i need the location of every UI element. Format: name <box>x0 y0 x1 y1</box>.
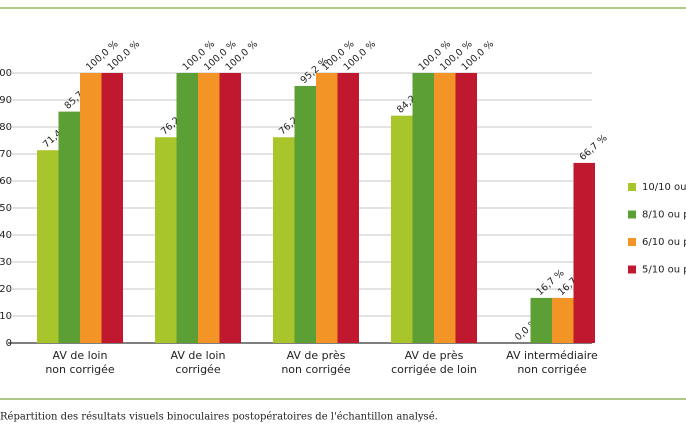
bar <box>101 73 123 343</box>
y-tick-label: 100 <box>0 68 12 79</box>
bar <box>80 73 102 343</box>
x-tick-label: AV de loin non corrigée <box>45 349 115 376</box>
bar <box>273 137 295 343</box>
x-tick-label-line: AV de loin <box>171 349 226 362</box>
x-tick-label-line: AV de près <box>287 349 346 362</box>
y-tick-label: 70 <box>0 149 12 160</box>
x-tick-label-line: non corrigée <box>45 363 115 376</box>
bar <box>434 73 456 343</box>
y-tick-label: 30 <box>0 257 12 268</box>
legend-label: 10/10 ou plus <box>642 182 686 193</box>
y-tick-label: 60 <box>0 176 12 187</box>
x-tick-label-line: AV intermédiaire <box>506 349 598 362</box>
bar <box>219 73 241 343</box>
x-tick-label-line: AV de près <box>405 349 464 362</box>
bar <box>294 85 316 344</box>
value-label: 66,7 % <box>578 133 610 163</box>
legend-swatch <box>628 238 636 246</box>
y-tick-label: 40 <box>0 230 12 241</box>
bar <box>552 297 574 343</box>
x-tick-label: AV intermédiaire non corrigée <box>506 349 598 376</box>
y-tick-label: 20 <box>0 284 12 295</box>
y-tick-label: 90 <box>0 95 12 106</box>
caption: Répartition des résultats visuels binocu… <box>0 412 438 423</box>
bar <box>176 73 198 343</box>
bar <box>37 150 59 343</box>
x-tick-label-line: corrigée de loin <box>391 363 477 376</box>
y-tick-label: 50 <box>0 203 12 214</box>
y-tick-label: 10 <box>0 311 12 322</box>
bar <box>337 73 359 343</box>
x-tick-label-line: non corrigée <box>281 363 351 376</box>
legend-label: 6/10 ou plus <box>642 237 686 248</box>
legend-swatch <box>628 265 636 274</box>
legend-swatch <box>628 210 636 219</box>
bar <box>455 73 477 343</box>
x-tick-label-line: non corrigée <box>517 363 587 376</box>
bar <box>155 137 177 343</box>
x-tick-label: AV de loin corrigée <box>171 349 226 376</box>
bar <box>391 115 413 343</box>
bar <box>412 73 434 343</box>
legend-label: 8/10 ou plus <box>642 210 686 221</box>
x-tick-label: AV de près corrigée de loin <box>391 349 477 376</box>
x-tick-label: AV de près non corrigée <box>281 349 351 376</box>
bar <box>573 162 595 343</box>
bar <box>316 73 338 343</box>
bar <box>58 111 80 343</box>
legend-swatch <box>628 183 636 191</box>
x-tick-label-line: AV de loin <box>53 349 108 362</box>
legend-label: 5/10 ou plus <box>642 265 686 276</box>
y-tick-label: 80 <box>0 122 12 133</box>
x-tick-label-line: corrigée <box>175 363 220 376</box>
bar <box>198 73 220 343</box>
bar <box>530 297 552 343</box>
